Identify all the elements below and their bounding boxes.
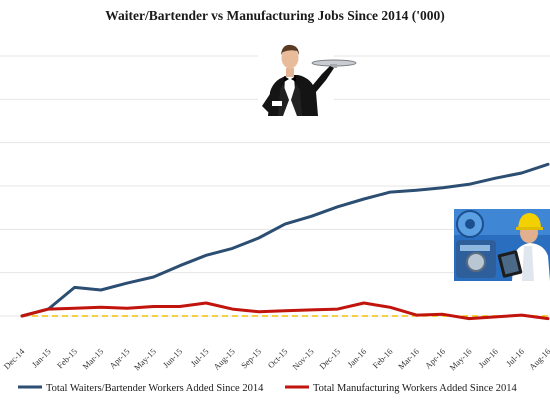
worker-photo [454, 209, 550, 281]
x-tick-label: Feb-16 [371, 346, 395, 370]
x-tick-label: Jul-15 [188, 346, 210, 368]
x-tick-label: Mar-16 [396, 346, 421, 371]
waiter-photo [258, 38, 357, 116]
x-tick-label: Jan-15 [30, 346, 53, 369]
x-tick-label: Nov-15 [290, 346, 315, 371]
legend: Total Waiters/Bartender Workers Added Si… [18, 383, 518, 394]
x-tick-label: Aug-15 [211, 346, 236, 371]
x-tick-label: Dec-14 [2, 346, 27, 371]
chart-title: Waiter/Bartender vs Manufacturing Jobs S… [105, 8, 444, 23]
x-tick-label: Jan-16 [345, 346, 368, 369]
series-layer [20, 162, 550, 321]
x-axis-tick-labels: Dec-14 Jan-15 Feb-15 Mar-15 Apr-15 May-15 Jun-… [2, 346, 550, 373]
x-tick-label: Jun-15 [161, 346, 184, 369]
x-tick-label: Sep-15 [239, 346, 263, 370]
x-tick-label: Oct-15 [266, 346, 290, 370]
x-tick-label: Aug-16 [527, 346, 550, 371]
manufacturing-series-line [20, 301, 550, 321]
x-tick-label: May-16 [447, 346, 473, 372]
legend-label-manufacturing: Total Manufacturing Workers Added Since … [313, 383, 518, 394]
legend-label-waiters: Total Waiters/Bartender Workers Added Si… [46, 383, 264, 394]
x-tick-label: Feb-15 [55, 346, 79, 370]
x-tick-label: May-15 [132, 346, 158, 372]
waiters-series-line [20, 162, 550, 318]
x-tick-label: Dec-15 [317, 346, 342, 371]
x-tick-label: Apr-15 [107, 346, 131, 370]
x-tick-label: Apr-16 [423, 346, 447, 370]
x-tick-label: Jul-16 [504, 346, 526, 368]
x-tick-label: Jun-16 [476, 346, 499, 369]
x-tick-label: Mar-15 [80, 346, 105, 371]
